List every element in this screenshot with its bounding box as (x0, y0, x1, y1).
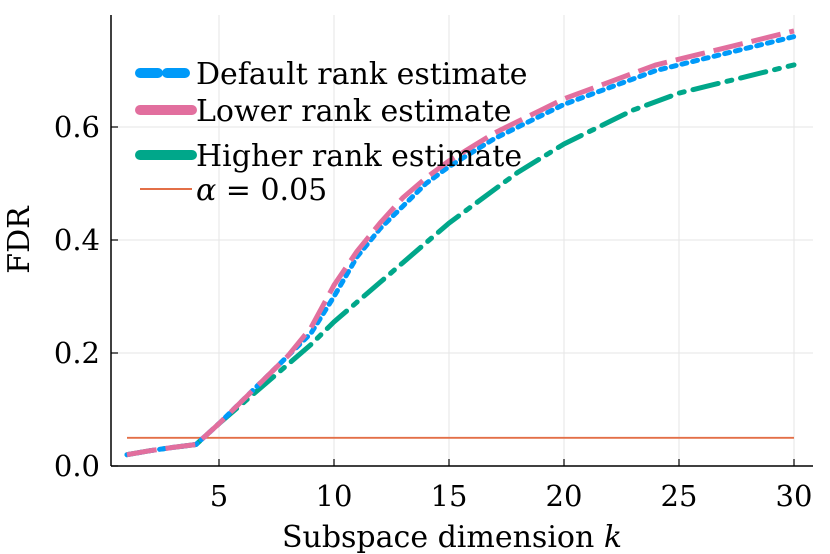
legend-label-1: Lower rank estimate (196, 94, 512, 129)
legend-alpha-symbol: α (196, 173, 216, 208)
x-axis-label-var: k (604, 520, 622, 554)
x-tick-label-5: 30 (776, 479, 813, 513)
x-tick-label-4: 25 (661, 479, 698, 513)
x-tick-label-3: 20 (546, 479, 583, 513)
y-ticks: 0.0 0.2 0.4 0.6 (54, 110, 118, 483)
y-tick-label-0: 0.0 (54, 449, 100, 483)
x-tick-label-2: 15 (431, 479, 468, 513)
y-tick-label-2: 0.4 (54, 223, 100, 257)
legend-label-alpha: α = 0.05 (196, 173, 327, 208)
y-tick-label-3: 0.6 (54, 110, 100, 144)
x-tick-label-1: 10 (316, 479, 353, 513)
legend-alpha-value: = 0.05 (216, 173, 327, 208)
y-axis-label: FDR (2, 205, 37, 274)
x-tick-label-0: 5 (210, 479, 228, 513)
legend-label-0: Default rank estimate (196, 57, 528, 92)
series-group (124, 28, 797, 458)
x-axis-label: Subspace dimension k (282, 520, 622, 554)
legend-label-2: Higher rank estimate (196, 139, 522, 174)
x-axis-label-text: Subspace dimension (282, 520, 604, 554)
series-line-1 (126, 28, 795, 458)
x-ticks: 5 10 15 20 25 30 (210, 459, 813, 513)
y-tick-label-1: 0.2 (54, 336, 100, 370)
